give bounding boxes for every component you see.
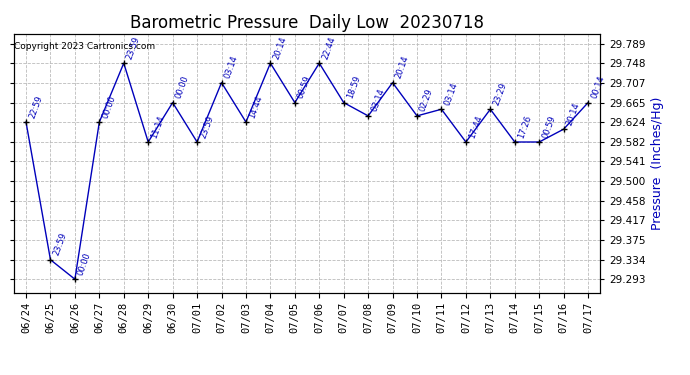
Text: 00:00: 00:00 <box>77 251 93 276</box>
Title: Barometric Pressure  Daily Low  20230718: Barometric Pressure Daily Low 20230718 <box>130 14 484 32</box>
Text: 00:59: 00:59 <box>540 114 558 139</box>
Text: 23:59: 23:59 <box>199 114 215 139</box>
Text: 14:44: 14:44 <box>247 94 264 119</box>
Text: 23:59: 23:59 <box>125 35 141 60</box>
Text: 00:00: 00:00 <box>101 94 117 119</box>
Text: 03:14: 03:14 <box>370 88 386 113</box>
Text: Copyright 2023 Cartronics.com: Copyright 2023 Cartronics.com <box>14 42 155 51</box>
Text: 17:44: 17:44 <box>467 114 484 139</box>
Y-axis label: Pressure  (Inches/Hg): Pressure (Inches/Hg) <box>651 96 664 230</box>
Text: 03:14: 03:14 <box>223 54 239 80</box>
Text: 03:14: 03:14 <box>443 81 460 106</box>
Text: 20:14: 20:14 <box>565 101 582 126</box>
Text: 20:14: 20:14 <box>394 54 411 80</box>
Text: 23:59: 23:59 <box>52 231 68 257</box>
Text: 00:14: 00:14 <box>589 74 606 100</box>
Text: 00:00: 00:00 <box>174 74 190 100</box>
Text: 23:29: 23:29 <box>492 81 509 106</box>
Text: 02:29: 02:29 <box>418 88 435 113</box>
Text: 00:59: 00:59 <box>296 74 313 100</box>
Text: 22:59: 22:59 <box>28 94 44 119</box>
Text: 18:59: 18:59 <box>345 74 362 100</box>
Text: 17:26: 17:26 <box>516 114 533 139</box>
Text: 22:44: 22:44 <box>321 35 337 60</box>
Text: 20:14: 20:14 <box>272 35 288 60</box>
Text: 11:14: 11:14 <box>150 114 166 139</box>
